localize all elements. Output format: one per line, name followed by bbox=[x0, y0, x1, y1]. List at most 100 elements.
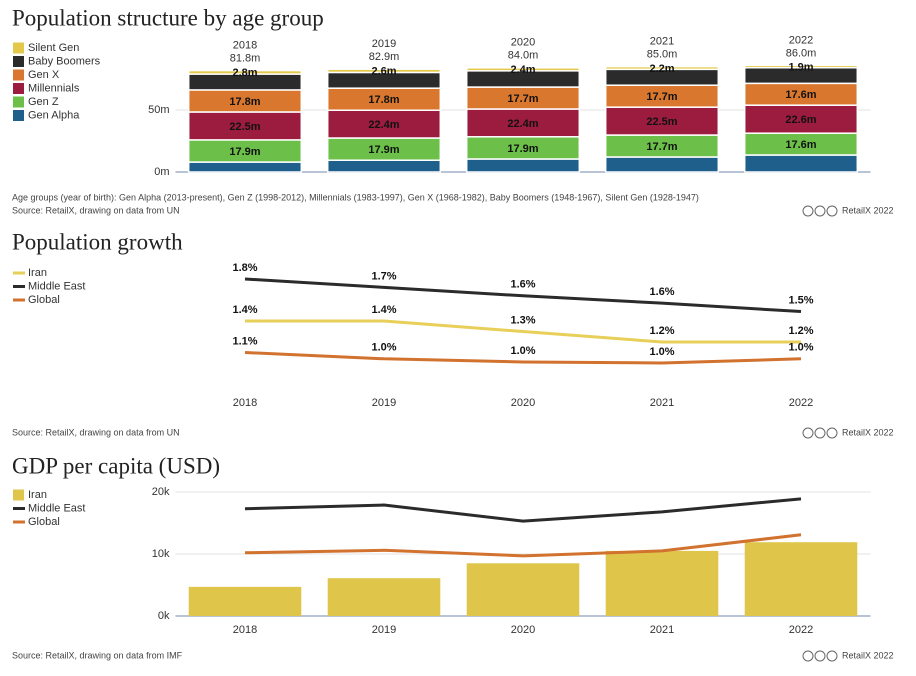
legend-swatch bbox=[13, 520, 25, 524]
data-label: 1.0% bbox=[788, 342, 813, 354]
x-tick-label: 2019 bbox=[372, 38, 396, 50]
total-label: 86.0m bbox=[786, 47, 817, 59]
legend-label: Silent Gen bbox=[28, 42, 79, 54]
legend-swatch bbox=[13, 42, 24, 54]
bar-segment bbox=[743, 64, 859, 69]
data-label: 1.0% bbox=[649, 346, 674, 358]
x-tick-label: 2022 bbox=[789, 34, 813, 46]
bar-segment bbox=[187, 111, 303, 141]
data-label: 1.9m bbox=[788, 61, 813, 73]
y-tick-label: 50m bbox=[148, 104, 169, 116]
legend-label: Middle East bbox=[28, 502, 85, 514]
bar-segment bbox=[326, 159, 442, 173]
legend-swatch bbox=[13, 285, 25, 288]
legend-swatch bbox=[13, 69, 24, 81]
chart-title: Population structure by age group bbox=[12, 5, 324, 30]
data-label: 17.6m bbox=[785, 89, 816, 101]
x-tick-label: 2022 bbox=[789, 397, 813, 409]
data-label: 22.4m bbox=[368, 119, 399, 131]
credit: RetailX 2022 bbox=[842, 650, 894, 660]
source: Source: RetailX, drawing on data from UN bbox=[12, 427, 180, 437]
legend-label: Gen Z bbox=[28, 96, 59, 108]
bar-segment bbox=[604, 106, 720, 136]
bar bbox=[188, 586, 302, 616]
x-tick-label: 2019 bbox=[372, 397, 396, 409]
legend-label: Iran bbox=[28, 267, 47, 279]
x-tick-label: 2020 bbox=[511, 624, 535, 636]
y-tick-label: 0k bbox=[158, 610, 170, 622]
total-label: 85.0m bbox=[647, 49, 678, 61]
bar bbox=[327, 578, 441, 616]
source: Source: RetailX, drawing on data from IM… bbox=[12, 650, 183, 660]
bar-segment bbox=[187, 161, 303, 173]
data-label: 1.0% bbox=[371, 342, 396, 354]
line bbox=[244, 351, 802, 365]
bar-segment bbox=[326, 109, 442, 139]
data-label: 1.5% bbox=[788, 294, 813, 306]
data-label: 17.8m bbox=[229, 96, 260, 108]
data-label: 17.7m bbox=[646, 141, 677, 153]
data-label: 1.1% bbox=[232, 335, 257, 347]
legend-label: Global bbox=[28, 516, 60, 528]
y-tick-label: 10k bbox=[152, 548, 170, 560]
bar bbox=[605, 550, 719, 616]
license-icon bbox=[802, 650, 814, 662]
y-tick-label: 0m bbox=[154, 166, 169, 178]
data-label: 17.8m bbox=[368, 94, 399, 106]
bar-segment bbox=[465, 67, 581, 72]
data-label: 17.9m bbox=[507, 143, 538, 155]
data-label: 1.6% bbox=[510, 279, 535, 291]
legend-swatch bbox=[13, 110, 24, 121]
data-label: 2.2m bbox=[649, 63, 674, 75]
data-label: 1.6% bbox=[649, 286, 674, 298]
license-icon bbox=[802, 427, 814, 439]
data-label: 22.5m bbox=[229, 121, 260, 133]
legend-swatch bbox=[13, 298, 25, 302]
total-label: 84.0m bbox=[508, 50, 539, 62]
data-label: 17.7m bbox=[646, 91, 677, 103]
line bbox=[244, 533, 802, 558]
data-label: 17.7m bbox=[507, 93, 538, 105]
legend-label: Iran bbox=[28, 489, 47, 501]
x-tick-label: 2020 bbox=[511, 37, 535, 49]
bar-segment bbox=[743, 104, 859, 134]
x-tick-label: 2018 bbox=[233, 39, 257, 51]
data-label: 2.8m bbox=[232, 67, 257, 79]
data-label: 17.9m bbox=[229, 146, 260, 158]
data-label: 17.6m bbox=[785, 139, 816, 151]
chart-title: GDP per capita (USD) bbox=[12, 453, 220, 478]
data-label: 2.4m bbox=[510, 64, 535, 76]
bar bbox=[466, 563, 580, 616]
legend-label: Middle East bbox=[28, 280, 85, 292]
legend-label: Millennials bbox=[28, 82, 80, 94]
legend-swatch bbox=[13, 489, 24, 501]
bar-segment bbox=[604, 65, 720, 71]
legend-swatch bbox=[13, 56, 24, 67]
legend-label: Gen Alpha bbox=[28, 109, 80, 121]
data-label: 2.6m bbox=[371, 66, 396, 78]
x-tick-label: 2021 bbox=[650, 397, 674, 409]
x-tick-label: 2022 bbox=[789, 624, 813, 636]
x-tick-label: 2018 bbox=[233, 397, 257, 409]
license-icon bbox=[814, 205, 826, 217]
x-tick-label: 2018 bbox=[233, 624, 257, 636]
legend-swatch bbox=[13, 96, 24, 108]
x-tick-label: 2019 bbox=[372, 624, 396, 636]
bar bbox=[744, 542, 858, 616]
source: Source: RetailX, drawing on data from UN bbox=[12, 205, 180, 215]
x-tick-label: 2020 bbox=[511, 397, 535, 409]
license-icon bbox=[814, 427, 826, 439]
legend-label: Gen X bbox=[28, 69, 60, 81]
legend-label: Baby Boomers bbox=[28, 55, 101, 67]
data-label: 22.4m bbox=[507, 118, 538, 130]
bar-segment bbox=[604, 156, 720, 173]
data-label: 22.5m bbox=[646, 116, 677, 128]
line bbox=[244, 497, 802, 523]
line bbox=[245, 319, 801, 344]
footnote: Age groups (year of birth): Gen Alpha (2… bbox=[12, 192, 699, 202]
data-label: 1.7% bbox=[371, 270, 396, 282]
total-label: 81.8m bbox=[230, 52, 261, 64]
data-label: 17.9m bbox=[368, 144, 399, 156]
bar-segment bbox=[743, 154, 859, 173]
